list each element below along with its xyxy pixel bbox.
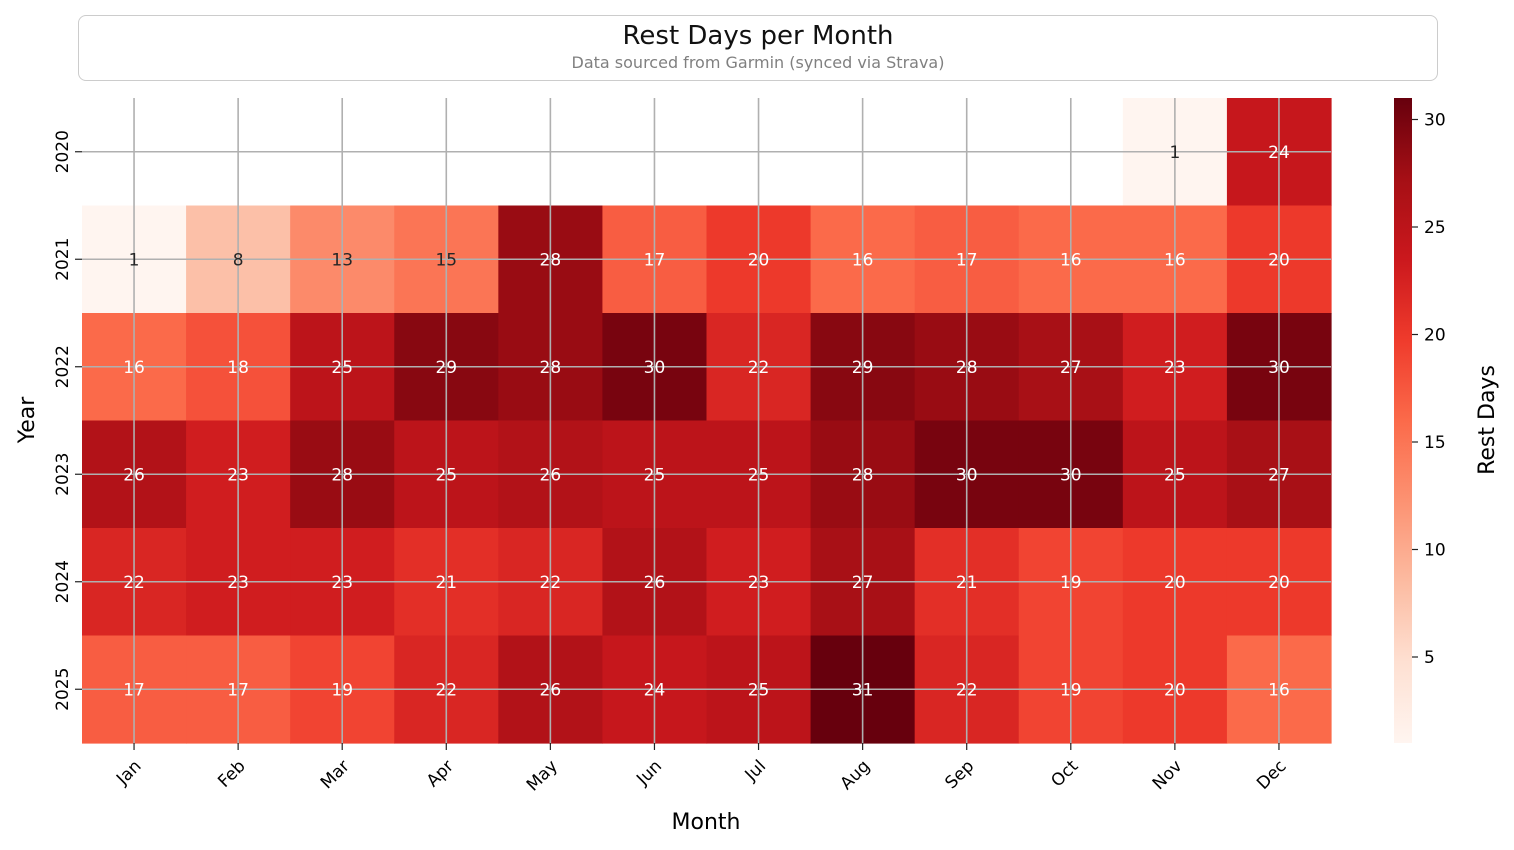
cell-value-label: 1: [1169, 143, 1180, 163]
y-tick-label: 2021: [53, 238, 73, 281]
x-tick-label: Aug: [837, 756, 875, 794]
colorbar-tick-label: 15: [1424, 433, 1446, 453]
cell-value-label: 27: [1268, 465, 1290, 485]
cell-value-label: 20: [1268, 250, 1290, 270]
colorbar: [1394, 98, 1412, 743]
x-tick-label: May: [523, 756, 562, 795]
cell-value-label: 28: [540, 250, 562, 270]
cell-value-label: 15: [435, 250, 457, 270]
cell-value-label: 30: [1268, 358, 1290, 378]
cell-value-label: 26: [123, 465, 145, 485]
cell-value-label: 28: [852, 465, 874, 485]
cell-value-label: 23: [1164, 358, 1186, 378]
colorbar-tick-label: 5: [1424, 648, 1435, 668]
x-tick-label: Mar: [317, 756, 354, 793]
cell-value-label: 17: [227, 680, 249, 700]
cell-value-label: 21: [956, 573, 978, 593]
y-tick-label: 2020: [53, 130, 73, 173]
cell-value-label: 23: [227, 573, 249, 593]
cell-value-label: 20: [1268, 573, 1290, 593]
x-tick-label: Apr: [423, 756, 458, 791]
cell-value-label: 16: [123, 358, 145, 378]
cell-value-label: 20: [748, 250, 770, 270]
x-tick-label: Oct: [1047, 756, 1082, 791]
cell-value-label: 30: [1060, 465, 1082, 485]
x-tick-label: Feb: [214, 756, 249, 791]
cell-value-label: 28: [540, 358, 562, 378]
cell-value-label: 23: [748, 573, 770, 593]
x-tick-label: Dec: [1253, 756, 1290, 793]
cell-value-label: 28: [956, 358, 978, 378]
cell-value-label: 20: [1164, 573, 1186, 593]
cell-value-label: 25: [644, 465, 666, 485]
y-axis-label: Year: [15, 396, 40, 445]
cell-value-label: 23: [227, 465, 249, 485]
cell-value-label: 16: [852, 250, 874, 270]
x-axis-label: Month: [672, 810, 741, 835]
cell-value-label: 8: [233, 250, 244, 270]
cell-value-label: 27: [1060, 358, 1082, 378]
x-tick-label: Jan: [112, 756, 145, 789]
colorbar-tick-label: 20: [1424, 326, 1446, 346]
cell-value-label: 28: [331, 465, 353, 485]
colorbar-tick-label: 25: [1424, 218, 1446, 238]
cell-value-label: 22: [748, 358, 770, 378]
colorbar-label: Rest Days: [1475, 365, 1500, 475]
cell-value-label: 20: [1164, 680, 1186, 700]
cell-value-label: 21: [435, 573, 457, 593]
cell-value-label: 13: [331, 250, 353, 270]
x-tick-label: Jul: [741, 756, 770, 785]
cell-value-label: 23: [331, 573, 353, 593]
cell-value-label: 24: [644, 680, 666, 700]
x-tick-label: Jun: [632, 756, 666, 790]
cell-value-label: 25: [748, 680, 770, 700]
cell-value-label: 17: [956, 250, 978, 270]
y-tick-label: 2025: [53, 668, 73, 711]
colorbar-tick-label: 30: [1424, 111, 1446, 131]
cell-value-label: 30: [956, 465, 978, 485]
title-box: Rest Days per Month Data sourced from Ga…: [78, 15, 1438, 81]
y-tick-label: 2024: [53, 560, 73, 603]
cell-value-label: 29: [852, 358, 874, 378]
cell-value-label: 22: [956, 680, 978, 700]
cell-value-label: 27: [852, 573, 874, 593]
cell-value-label: 26: [540, 680, 562, 700]
x-tick-label: Nov: [1149, 756, 1187, 794]
cell-value-label: 22: [540, 573, 562, 593]
cell-value-label: 25: [331, 358, 353, 378]
cell-value-label: 26: [540, 465, 562, 485]
chart-subtitle: Data sourced from Garmin (synced via Str…: [571, 53, 945, 72]
cell-value-label: 16: [1164, 250, 1186, 270]
cell-value-label: 31: [852, 680, 874, 700]
colorbar-tick-label: 10: [1424, 541, 1446, 561]
cell-value-label: 29: [435, 358, 457, 378]
cell-value-label: 1: [129, 250, 140, 270]
cell-value-label: 25: [435, 465, 457, 485]
cell-value-label: 22: [435, 680, 457, 700]
cell-value-label: 16: [1060, 250, 1082, 270]
cell-value-label: 17: [644, 250, 666, 270]
x-tick-label: Sep: [941, 756, 978, 793]
chart-title: Rest Days per Month: [622, 21, 894, 51]
y-tick-label: 2022: [53, 345, 73, 388]
cell-value-label: 24: [1268, 143, 1290, 163]
cell-value-label: 19: [331, 680, 353, 700]
cell-value-label: 17: [123, 680, 145, 700]
cell-value-label: 22: [123, 573, 145, 593]
cell-value-label: 30: [644, 358, 666, 378]
cell-value-label: 16: [1268, 680, 1290, 700]
cell-value-label: 19: [1060, 573, 1082, 593]
cell-value-label: 25: [748, 465, 770, 485]
cell-value-label: 25: [1164, 465, 1186, 485]
cell-value-label: 19: [1060, 680, 1082, 700]
y-tick-label: 2023: [53, 453, 73, 496]
cell-value-label: 18: [227, 358, 249, 378]
cell-value-label: 26: [644, 573, 666, 593]
